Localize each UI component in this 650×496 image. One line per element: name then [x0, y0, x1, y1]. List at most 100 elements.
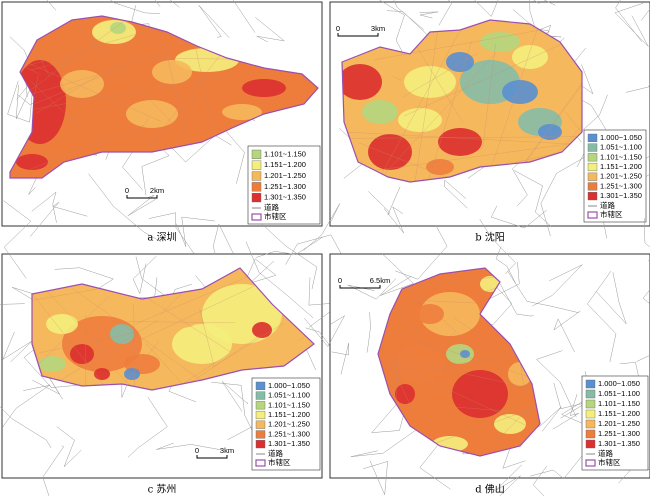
heat-zone — [446, 52, 474, 72]
road-inner — [145, 343, 265, 390]
heat-zone — [438, 128, 482, 156]
road — [575, 94, 608, 143]
legend-label: 1.101~1.150 — [264, 149, 306, 158]
scale-label: 3km — [371, 24, 385, 33]
heat-zone — [16, 154, 48, 170]
road — [221, 381, 248, 412]
road — [479, 219, 516, 275]
road-inner — [30, 80, 172, 178]
road-inner — [32, 268, 278, 390]
road — [122, 141, 143, 190]
road — [553, 382, 588, 419]
heat-zone — [242, 79, 286, 97]
road — [54, 267, 114, 295]
road — [553, 310, 581, 353]
heat-zone — [512, 45, 548, 69]
legend-swatch — [251, 182, 262, 192]
road-inner — [402, 53, 477, 98]
legend-swatch — [585, 419, 596, 429]
road-inner — [547, 80, 582, 164]
road-inner — [115, 370, 181, 390]
road-inner — [453, 406, 540, 417]
legend-swatch — [587, 182, 598, 191]
heat-zone — [420, 292, 480, 336]
road — [363, 460, 388, 495]
road — [625, 83, 650, 93]
legend-label: 1.151~1.200 — [600, 162, 642, 171]
road — [308, 277, 344, 328]
road — [532, 264, 583, 307]
legend-swatch — [587, 153, 598, 162]
road-inner — [412, 20, 442, 182]
scale-label: 0 — [195, 446, 199, 455]
legend-label: 1.201~1.250 — [268, 420, 310, 429]
map-fill — [10, 16, 318, 178]
road — [304, 315, 346, 347]
road — [110, 0, 161, 14]
road — [495, 464, 523, 496]
road — [514, 170, 552, 227]
legend-label: 1.151~1.200 — [264, 160, 306, 169]
road — [32, 371, 63, 400]
road — [380, 252, 414, 296]
road — [3, 200, 32, 279]
map-panel: 0 2km 1.101~1.150 1.151~1.200 1.201~1.250 1.2… — [1, 0, 323, 257]
road — [350, 428, 418, 457]
legend-label: 1.201~1.250 — [264, 171, 306, 180]
legend-swatch — [587, 192, 598, 201]
road — [29, 202, 88, 237]
legend-label: 1.251~1.300 — [598, 429, 640, 438]
legend-swatch — [251, 160, 262, 170]
road-inner — [389, 349, 409, 401]
road-inner — [38, 296, 109, 364]
heat-zone — [110, 22, 126, 34]
road — [127, 397, 168, 458]
legend-swatch — [255, 381, 266, 390]
road-inner — [482, 28, 582, 182]
road-inner — [342, 136, 582, 139]
road — [643, 218, 650, 262]
heat-zone — [342, 64, 382, 100]
road-inner — [482, 43, 496, 149]
road — [615, 0, 643, 42]
heat-zone — [452, 370, 508, 418]
road — [366, 312, 371, 353]
road-inner — [565, 112, 582, 182]
road — [303, 203, 341, 251]
legend-label: 1.051~1.100 — [598, 389, 640, 398]
heat-zone — [416, 304, 444, 324]
legend-swatch — [255, 401, 266, 410]
legend-swatch — [251, 192, 262, 203]
road — [614, 2, 649, 47]
heat-zone — [46, 314, 78, 334]
road — [552, 393, 579, 430]
heat-zone — [398, 108, 442, 132]
heat-zone — [368, 134, 412, 170]
road — [536, 350, 577, 418]
legend-swatch — [251, 171, 262, 181]
district-boundary — [377, 267, 541, 457]
legend-swatch — [587, 133, 598, 142]
legend-label: 1.301~1.350 — [264, 193, 306, 202]
legend-label: 1.201~1.250 — [600, 172, 642, 181]
road-inner — [362, 51, 498, 182]
legend-label: 1.301~1.350 — [600, 191, 642, 200]
legend-label: 1.051~1.100 — [268, 391, 310, 400]
road — [261, 223, 318, 290]
road — [127, 194, 156, 216]
scale-bar — [339, 285, 381, 289]
road-inner — [133, 304, 136, 390]
legend-label: 1.251~1.300 — [268, 429, 310, 438]
legend-swatch — [587, 172, 598, 181]
legend-label: 1.151~1.200 — [598, 409, 640, 418]
legend-swatch — [585, 399, 596, 409]
heat-zone — [480, 32, 520, 52]
heat-zone — [172, 324, 232, 364]
legend-label: 1.051~1.100 — [600, 143, 642, 152]
road — [368, 186, 401, 216]
road-inner — [32, 268, 141, 390]
road-inner — [55, 16, 272, 178]
legend-label: 1.101~1.150 — [598, 399, 640, 408]
legend-swatch — [255, 420, 266, 429]
